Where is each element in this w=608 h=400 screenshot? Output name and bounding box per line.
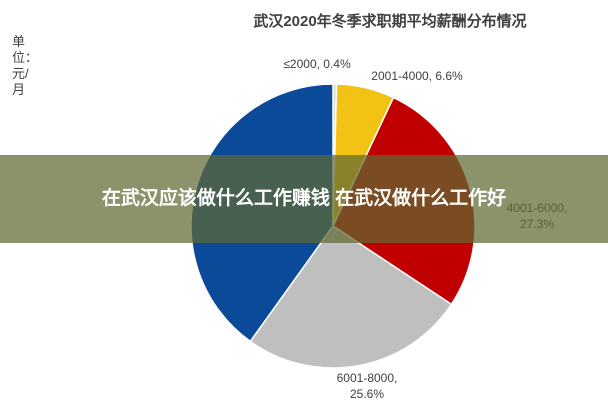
data-label: 6001-8000, 25.6% <box>336 371 398 400</box>
pie-slice <box>249 224 453 369</box>
unit-label: 单位：元/月 <box>12 34 39 97</box>
chart-title: 武汉2020年冬季求职期平均薪酬分布情况 <box>253 13 527 30</box>
data-label: 2001-4000, 6.6% <box>371 69 463 83</box>
data-label: ≤2000, 0.4% <box>283 57 351 71</box>
banner: 在武汉应该做什么工作赚钱 在武汉做什么工作好 <box>0 155 608 243</box>
banner-text: 在武汉应该做什么工作赚钱 在武汉做什么工作好 <box>101 188 507 209</box>
